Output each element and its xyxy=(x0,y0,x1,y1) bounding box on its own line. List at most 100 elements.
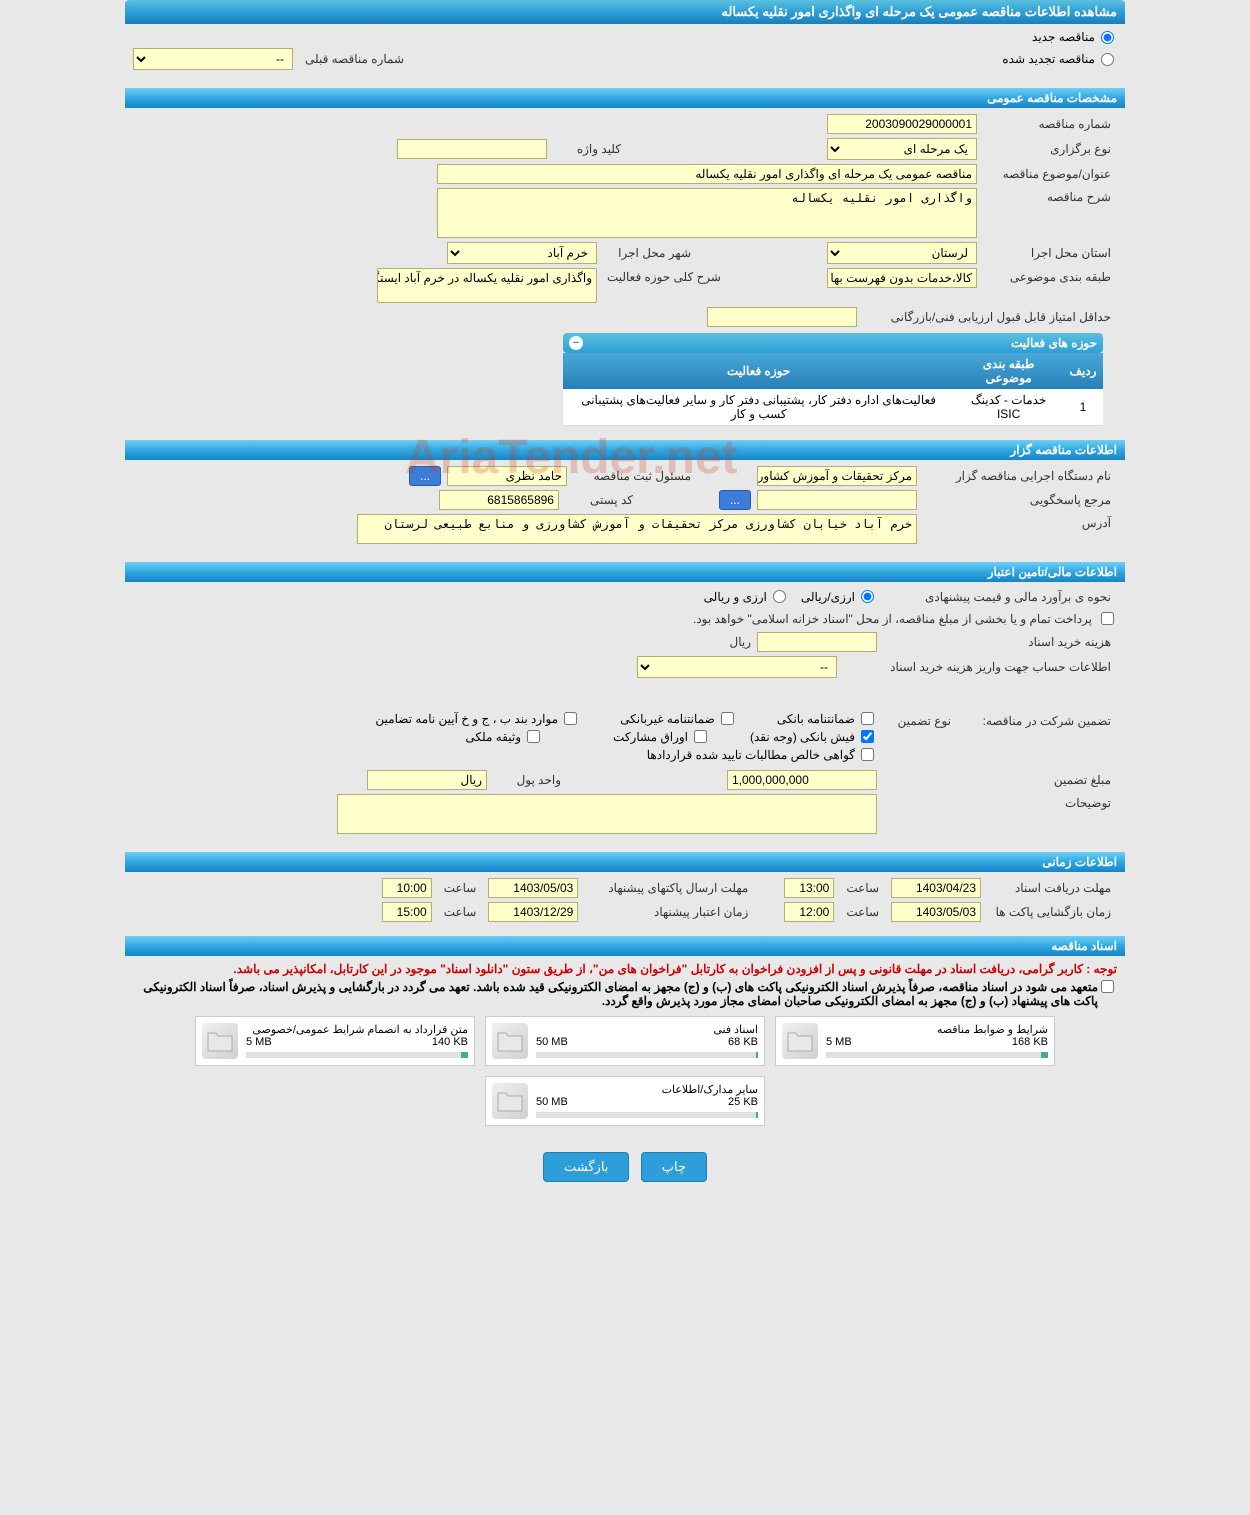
org-label: نام دستگاه اجرایی مناقصه گزار xyxy=(917,467,1117,485)
validity-label: زمان اعتبار پیشنهاد xyxy=(584,903,754,921)
scope-desc-label: شرح کلی حوزه فعالیت xyxy=(597,268,727,286)
activities-header[interactable]: حوزه های فعالیت − xyxy=(563,333,1103,353)
chk-bank-receipt[interactable]: فیش بانکی (وجه نقد) xyxy=(750,730,877,744)
guarantee-label: تضمین شرکت در مناقصه: xyxy=(957,712,1117,730)
currency-label: واحد پول xyxy=(487,771,567,789)
registrar-label: مسئول ثبت مناقصه xyxy=(567,467,697,485)
docs-red-note: توجه : کاربر گرامی، دریافت اسناد در مهلت… xyxy=(133,962,1117,976)
section-financial-bar: اطلاعات مالی/تامین اعتبار xyxy=(125,562,1125,582)
file-box[interactable]: شرایط و ضوابط مناقصه5 MB168 KB xyxy=(775,1016,1055,1066)
section-general-bar: مشخصات مناقصه عمومی xyxy=(125,88,1125,108)
ref-more-button[interactable]: ... xyxy=(719,490,751,510)
category-label: طبقه بندی موضوعی xyxy=(977,268,1117,286)
notes-label: توضیحات xyxy=(877,794,1117,812)
payment-note-checkbox[interactable] xyxy=(1101,612,1114,625)
notes-textarea[interactable] xyxy=(337,794,877,834)
docs-black-note: متعهد می شود در اسناد مناقصه، صرفاً پذیر… xyxy=(133,980,1098,1008)
section-org-bar: اطلاعات مناقصه گزار xyxy=(125,440,1125,460)
radio-new-input[interactable] xyxy=(1101,31,1114,44)
radio-new-tender[interactable]: مناقصه جدید xyxy=(1032,30,1117,44)
file-name: سایر مدارک/اطلاعات xyxy=(536,1083,758,1096)
docs-commit-checkbox[interactable] xyxy=(1101,980,1114,993)
page-title: مشاهده اطلاعات مناقصه عمومی یک مرحله ای … xyxy=(721,4,1117,19)
chk-net-claims[interactable]: گواهی خالص مطالبات تایید شده قراردادها xyxy=(647,748,877,762)
province-select[interactable]: لرستان xyxy=(827,242,977,264)
open-date: 1403/05/03 xyxy=(891,902,981,922)
file-max: 5 MB xyxy=(246,1036,272,1048)
file-size: 25 KB xyxy=(728,1096,758,1108)
holding-type-select[interactable]: یک مرحله ای xyxy=(827,138,977,160)
radio-currency[interactable]: ارزی و ریالی xyxy=(704,590,789,604)
province-label: استان محل اجرا xyxy=(977,244,1117,262)
amount-label: مبلغ تضمین xyxy=(877,771,1117,789)
min-score-label: حداقل امتیاز قابل قبول ارزیابی فنی/بازرگ… xyxy=(857,308,1117,326)
doc-cost-input[interactable] xyxy=(757,632,877,652)
estimate-label: نحوه ی برآورد مالی و قیمت پیشنهادی xyxy=(877,588,1117,606)
print-button[interactable]: چاپ xyxy=(641,1152,707,1182)
account-label: اطلاعات حساب جهت واریز هزینه خرید اسناد xyxy=(837,658,1117,676)
org-field: مرکز تحقیقات و آموزش کشاورزی xyxy=(757,466,917,486)
chk-participation[interactable]: اوراق مشارکت xyxy=(613,730,710,744)
radio-rial[interactable]: ارزی/ریالی xyxy=(801,590,877,604)
address-textarea[interactable] xyxy=(357,514,917,544)
doc-cost-unit: ریال xyxy=(723,633,757,651)
chk-bank-guarantee[interactable]: ضمانتنامه بانکی xyxy=(777,712,877,726)
ref-label: مرجع پاسخگویی xyxy=(917,491,1117,509)
city-select[interactable]: خرم آباد xyxy=(447,242,597,264)
tender-number-field: 2003090029000001 xyxy=(827,114,977,134)
radio-new-label: مناقصه جدید xyxy=(1032,30,1095,44)
account-select[interactable]: -- xyxy=(637,656,837,678)
toggle-icon[interactable]: − xyxy=(569,336,583,350)
folder-icon xyxy=(492,1083,528,1119)
file-name: متن قرارداد به انضمام شرایط عمومی/خصوصی xyxy=(246,1023,468,1036)
file-max: 50 MB xyxy=(536,1036,568,1048)
scope-desc-select[interactable]: واگذاری امور نقلیه یکساله در خرم آباد ای… xyxy=(377,268,597,303)
file-size: 168 KB xyxy=(1012,1036,1048,1048)
time-label-4: ساعت xyxy=(438,903,483,921)
holding-type-label: نوع برگزاری xyxy=(977,140,1117,158)
address-label: آدرس xyxy=(917,514,1117,532)
open-label: زمان بازگشایی پاکت ها xyxy=(987,903,1117,921)
subject-label: عنوان/موضوع مناقصه xyxy=(977,165,1117,183)
file-box[interactable]: اسناد فنی50 MB68 KB xyxy=(485,1016,765,1066)
file-max: 5 MB xyxy=(826,1036,852,1048)
chk-property[interactable]: وثیقه ملکی xyxy=(465,730,543,744)
chk-nonbank-guarantee[interactable]: ضمانتنامه غیربانکی xyxy=(620,712,737,726)
file-box[interactable]: سایر مدارک/اطلاعات50 MB 25 KB xyxy=(485,1076,765,1126)
activities-table: ردیف طبقه بندی موضوعی حوزه فعالیت 1خدمات… xyxy=(563,353,1103,426)
postal-label: کد پستی xyxy=(559,491,639,509)
radio-renewed-input[interactable] xyxy=(1101,53,1114,66)
time-label-2: ساعت xyxy=(438,879,483,897)
section-docs-bar: اسناد مناقصه xyxy=(125,936,1125,956)
keyword-input[interactable] xyxy=(397,139,547,159)
keyword-label: کلید واژه xyxy=(547,140,627,158)
ref-input[interactable] xyxy=(757,490,917,510)
desc-textarea[interactable] xyxy=(437,188,977,238)
radio-renewed-label: مناقصه تجدید شده xyxy=(1002,52,1095,66)
city-label: شهر محل اجرا xyxy=(597,244,697,262)
registrar-more-button[interactable]: ... xyxy=(409,466,441,486)
radio-renewed-tender[interactable]: مناقصه تجدید شده xyxy=(1002,52,1117,66)
file-size: 68 KB xyxy=(728,1036,758,1048)
activities-title: حوزه های فعالیت xyxy=(1011,336,1097,350)
send-date: 1403/05/03 xyxy=(488,878,578,898)
page-title-bar: مشاهده اطلاعات مناقصه عمومی یک مرحله ای … xyxy=(125,0,1125,24)
prev-number-select[interactable]: -- xyxy=(133,48,293,70)
table-row: 1خدمات - کدینگ ISICفعالیت‌های اداره دفتر… xyxy=(563,389,1103,426)
folder-icon xyxy=(202,1023,238,1059)
chk-bylaw[interactable]: موارد بند ب ، ج و خ آیین نامه تضامین xyxy=(375,712,580,726)
receive-date: 1403/04/23 xyxy=(891,878,981,898)
file-max: 50 MB xyxy=(536,1096,568,1108)
category-field: کالا،خدمات بدون فهرست بها xyxy=(827,268,977,288)
payment-note: پرداخت تمام و یا بخشی از مبلغ مناقصه، از… xyxy=(687,610,1098,628)
send-time: 10:00 xyxy=(382,878,432,898)
file-box[interactable]: متن قرارداد به انضمام شرایط عمومی/خصوصی5… xyxy=(195,1016,475,1066)
validity-date: 1403/12/29 xyxy=(488,902,578,922)
col-scope: حوزه فعالیت xyxy=(563,353,954,389)
validity-time: 15:00 xyxy=(382,902,432,922)
time-label-3: ساعت xyxy=(840,903,885,921)
back-button[interactable]: بازگشت xyxy=(543,1152,629,1182)
file-size: 140 KB xyxy=(432,1036,468,1048)
min-score-input[interactable] xyxy=(707,307,857,327)
prev-number-label: شماره مناقصه قبلی xyxy=(299,50,410,68)
